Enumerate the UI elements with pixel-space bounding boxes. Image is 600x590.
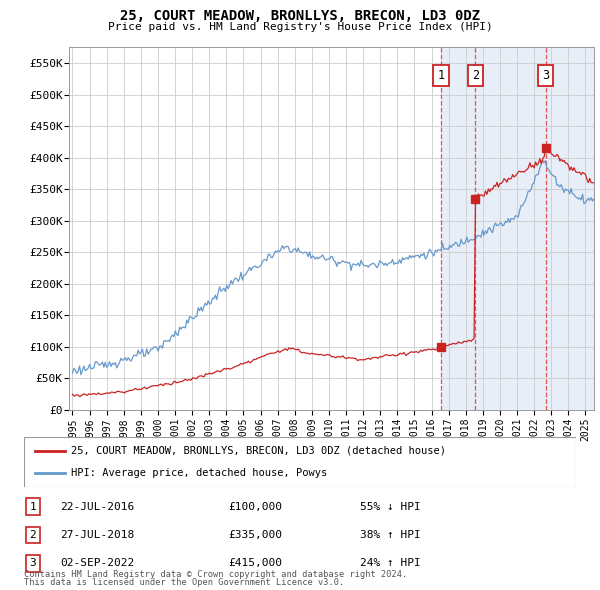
- Text: £415,000: £415,000: [228, 559, 282, 568]
- Text: 1: 1: [29, 502, 37, 512]
- Text: 25, COURT MEADOW, BRONLLYS, BRECON, LD3 0DZ: 25, COURT MEADOW, BRONLLYS, BRECON, LD3 …: [120, 9, 480, 23]
- Text: 2: 2: [29, 530, 37, 540]
- Text: HPI: Average price, detached house, Powys: HPI: Average price, detached house, Powy…: [71, 468, 327, 478]
- Text: 1: 1: [437, 69, 445, 82]
- Bar: [441, 47, 594, 410]
- Text: This data is licensed under the Open Government Licence v3.0.: This data is licensed under the Open Gov…: [24, 578, 344, 587]
- FancyBboxPatch shape: [24, 437, 576, 487]
- Text: 38% ↑ HPI: 38% ↑ HPI: [360, 530, 421, 540]
- Text: 27-JUL-2018: 27-JUL-2018: [60, 530, 134, 540]
- Text: Price paid vs. HM Land Registry's House Price Index (HPI): Price paid vs. HM Land Registry's House …: [107, 22, 493, 32]
- Text: 2: 2: [472, 69, 479, 82]
- Text: 3: 3: [29, 559, 37, 568]
- Text: £100,000: £100,000: [228, 502, 282, 512]
- Text: £335,000: £335,000: [228, 530, 282, 540]
- Text: 55% ↓ HPI: 55% ↓ HPI: [360, 502, 421, 512]
- Text: 3: 3: [542, 69, 549, 82]
- Text: Contains HM Land Registry data © Crown copyright and database right 2024.: Contains HM Land Registry data © Crown c…: [24, 571, 407, 579]
- Text: 25, COURT MEADOW, BRONLLYS, BRECON, LD3 0DZ (detached house): 25, COURT MEADOW, BRONLLYS, BRECON, LD3 …: [71, 445, 446, 455]
- Text: 24% ↑ HPI: 24% ↑ HPI: [360, 559, 421, 568]
- Text: 02-SEP-2022: 02-SEP-2022: [60, 559, 134, 568]
- Text: 22-JUL-2016: 22-JUL-2016: [60, 502, 134, 512]
